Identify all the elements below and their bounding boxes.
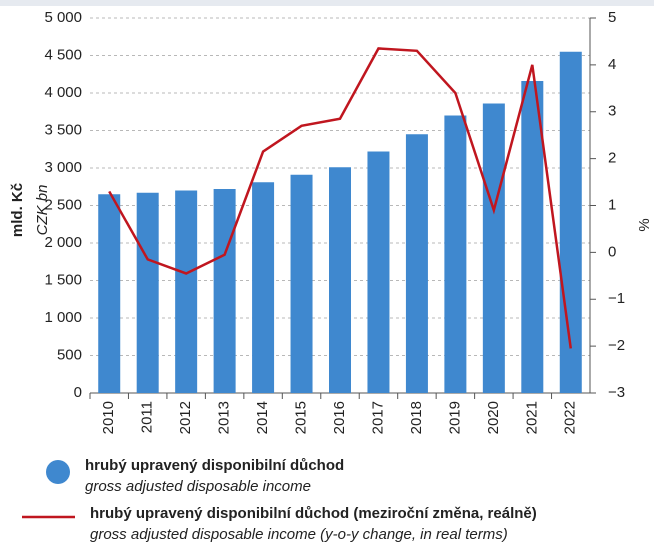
y-tick-label: 4 000 xyxy=(44,84,82,101)
x-tick-label: 2015 xyxy=(293,401,310,434)
x-tick-label: 2011 xyxy=(139,401,156,433)
bar xyxy=(213,189,236,393)
bar xyxy=(98,194,121,393)
bar xyxy=(482,103,505,393)
x-tick-label: 2017 xyxy=(369,401,386,434)
y2-tick-label: 2 xyxy=(608,150,616,167)
y-tick-label: 3 000 xyxy=(44,159,82,176)
x-tick-label: 2014 xyxy=(254,401,271,434)
y-tick-label: 2 000 xyxy=(44,234,82,251)
y2-tick-label: 1 xyxy=(608,196,616,213)
x-tick-label: 2020 xyxy=(485,401,502,434)
x-tick-label: 2021 xyxy=(523,401,540,434)
y2-tick-label: −3 xyxy=(608,384,625,401)
x-tick-label: 2013 xyxy=(216,401,233,434)
top-strip xyxy=(0,0,654,6)
y-tick-label: 1 500 xyxy=(44,271,82,288)
y2-tick-label: −1 xyxy=(608,290,625,307)
y-axis-label: mld. Kč xyxy=(9,183,26,237)
legend-note: gross adjusted disposable income (y-o-y … xyxy=(90,526,508,543)
y2-tick-label: 0 xyxy=(608,243,616,260)
legend-swatch xyxy=(46,460,70,484)
bar xyxy=(405,134,428,393)
legend-label: hrubý upravený disponibilní důchod (mezi… xyxy=(90,505,537,522)
bar xyxy=(367,151,390,393)
y-tick-label: 4 500 xyxy=(44,46,82,63)
y-tick-label: 1 000 xyxy=(44,309,82,326)
bar xyxy=(252,182,275,393)
x-tick-label: 2018 xyxy=(408,401,425,434)
bar xyxy=(290,174,313,393)
y2-axis-label: % xyxy=(636,218,653,231)
bar xyxy=(521,81,544,393)
y2-tick-label: 5 xyxy=(608,9,616,26)
x-tick-label: 2012 xyxy=(177,401,194,434)
bar xyxy=(444,115,467,393)
x-tick-label: 2022 xyxy=(562,401,579,434)
y2-tick-label: 3 xyxy=(608,103,616,120)
y-tick-label: 2 500 xyxy=(44,196,82,213)
legend-note: gross adjusted disposable income xyxy=(85,478,311,495)
line xyxy=(108,47,573,349)
legend-label: hrubý upravený disponibilní důchod xyxy=(85,457,344,474)
y-axis-label-en: CZK bn xyxy=(34,185,51,236)
bar xyxy=(329,167,351,393)
x-tick-label: 2010 xyxy=(100,401,117,434)
y-tick-label: 500 xyxy=(57,346,82,363)
y-tick-label: 5 000 xyxy=(44,9,82,26)
bar xyxy=(136,192,159,393)
y2-tick-label: 4 xyxy=(608,56,616,73)
y-tick-label: 0 xyxy=(74,384,82,401)
x-tick-label: 2016 xyxy=(331,401,348,434)
x-tick-label: 2019 xyxy=(446,401,463,434)
y-tick-label: 3 500 xyxy=(44,121,82,138)
bar xyxy=(175,190,198,393)
y2-tick-label: −2 xyxy=(608,337,625,354)
